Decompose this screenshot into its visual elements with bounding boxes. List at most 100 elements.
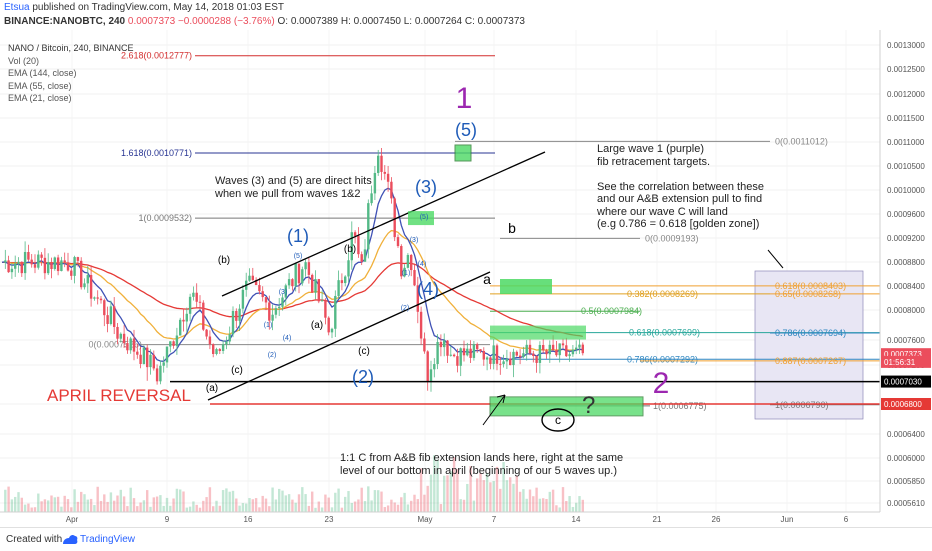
fib-level-label: 1(0.0009532): [138, 213, 192, 223]
candle-body: [89, 274, 93, 299]
volume-bar: [575, 502, 578, 512]
legend-ema144[interactable]: EMA (144, close): [8, 68, 77, 78]
minor-wave-label: (3): [279, 289, 288, 296]
candle-body: [476, 344, 479, 350]
candle-body: [509, 358, 512, 366]
candle-body: [165, 346, 169, 363]
author-link[interactable]: Etsua: [4, 2, 30, 13]
candle-body: [119, 333, 122, 339]
volume-bar: [327, 497, 330, 512]
volume-bar: [436, 459, 439, 512]
candle-body: [235, 311, 238, 321]
candle-body: [188, 296, 192, 314]
candle-body: [307, 262, 311, 275]
tradingview-link[interactable]: TradingView: [80, 534, 136, 545]
candle-body: [254, 280, 258, 286]
volume-bar: [278, 488, 281, 512]
candle-body: [93, 297, 96, 299]
volume-bar: [155, 496, 159, 512]
candle-body: [515, 351, 518, 356]
volume-bar: [311, 491, 314, 512]
time-axis[interactable]: Apr 9 16 23 May 7 14 21 26 Jun 6: [66, 515, 849, 524]
candle-body: [152, 354, 155, 369]
volume-bar: [459, 499, 462, 512]
wave-c-sub: (c): [231, 365, 243, 376]
candle-body: [43, 257, 47, 274]
volume-bar: [512, 483, 515, 512]
candle-body: [419, 311, 423, 339]
candle-body: [446, 340, 449, 356]
candle-body: [60, 260, 63, 272]
legend-ema55[interactable]: EMA (55, close): [8, 80, 72, 91]
candle-body: [400, 246, 403, 277]
price-chart[interactable]: 2.618(0.0012777) 1.618(0.0010771) 1(0.0009…: [0, 30, 932, 527]
candle-body: [462, 348, 466, 356]
volume-bar: [383, 507, 386, 512]
tradingview-logo-icon[interactable]: [62, 532, 78, 546]
volume-bar: [33, 507, 37, 512]
candle-body: [122, 333, 126, 344]
volume-bar: [80, 491, 83, 512]
price-axis[interactable]: 0.0013000 0.0012500 0.0012000 0.0011500 0.00…: [887, 41, 925, 508]
volume-bar: [271, 487, 274, 512]
candle-body: [287, 279, 291, 286]
annotation-bottom: 1:1 C from A&B fib extension lands here,…: [340, 452, 624, 477]
minor-wave-label: (1): [264, 322, 273, 329]
candle-body: [426, 351, 429, 383]
candle-body: [274, 308, 278, 315]
volume-bar: [215, 500, 218, 512]
ohlc-open: O: 0.0007389: [277, 16, 339, 27]
candle-body: [63, 260, 66, 263]
candle-body: [377, 155, 380, 173]
volume-bar: [291, 499, 294, 512]
annotation-question: ?: [582, 392, 596, 419]
fib-level-label: 0(0.0009193): [645, 233, 699, 243]
volume-bar: [192, 501, 195, 512]
candle-body: [129, 338, 132, 351]
candle-body: [20, 261, 23, 274]
volume-bar: [188, 506, 192, 512]
fib-level-label: 0.382(0.0008269): [627, 289, 698, 299]
price-badge: [881, 398, 931, 410]
candle-body: [386, 173, 390, 182]
candle-body: [301, 269, 304, 284]
publish-text: published on TradingView.com, May 14, 20…: [32, 2, 284, 13]
volume-bar: [456, 469, 459, 512]
wave-3-label: (3): [415, 177, 437, 197]
volume-bar: [314, 507, 317, 512]
volume-bar: [344, 496, 347, 512]
legend-ema21[interactable]: EMA (21, close): [8, 93, 72, 103]
candle-body: [327, 317, 330, 333]
volume-bar: [264, 498, 268, 512]
volume-bar: [297, 494, 301, 512]
candle-body: [561, 343, 565, 346]
volume-bar: [116, 495, 119, 512]
candle-body: [551, 344, 555, 351]
fib-level-label: 0.786(0.0007694): [775, 328, 846, 338]
candle-body: [416, 285, 419, 312]
volume-bar: [93, 505, 96, 512]
candle-body: [241, 289, 245, 309]
legend-vol[interactable]: Vol (20): [8, 55, 40, 66]
candle-body: [340, 280, 344, 284]
volume-bar: [499, 488, 502, 512]
time-tick-label: 26: [712, 515, 721, 524]
symbol-label: BINANCE:NANOBTC, 240: [4, 16, 126, 27]
candle-body: [311, 274, 314, 293]
volume-bar: [518, 491, 522, 512]
volume-bar: [202, 500, 205, 512]
candle-body: [221, 344, 225, 351]
wave-c-sub-2: (c): [358, 346, 370, 357]
wave-a-label: a: [483, 271, 491, 287]
volume-bar: [53, 497, 56, 512]
arrow-bottom: [482, 394, 506, 426]
volume-bar: [281, 490, 284, 512]
candle-body: [558, 343, 561, 356]
volume-bar: [324, 494, 327, 512]
price-tick-label: 0.0008400: [887, 282, 925, 291]
wave-c-circle: [541, 408, 575, 432]
candle-body: [96, 297, 99, 299]
candle-body: [53, 257, 56, 269]
candle-body: [195, 292, 198, 302]
candle-body: [268, 302, 271, 321]
